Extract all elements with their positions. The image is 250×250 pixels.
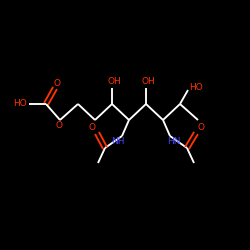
Text: O: O [54,78,60,88]
Text: HN: HN [167,138,181,146]
Text: NH: NH [111,138,125,146]
Text: OH: OH [107,78,121,86]
Text: O: O [56,122,62,130]
Text: HO: HO [13,100,27,108]
Text: O: O [198,124,204,132]
Text: OH: OH [141,78,155,86]
Text: O: O [88,124,96,132]
Text: HO: HO [189,84,203,92]
